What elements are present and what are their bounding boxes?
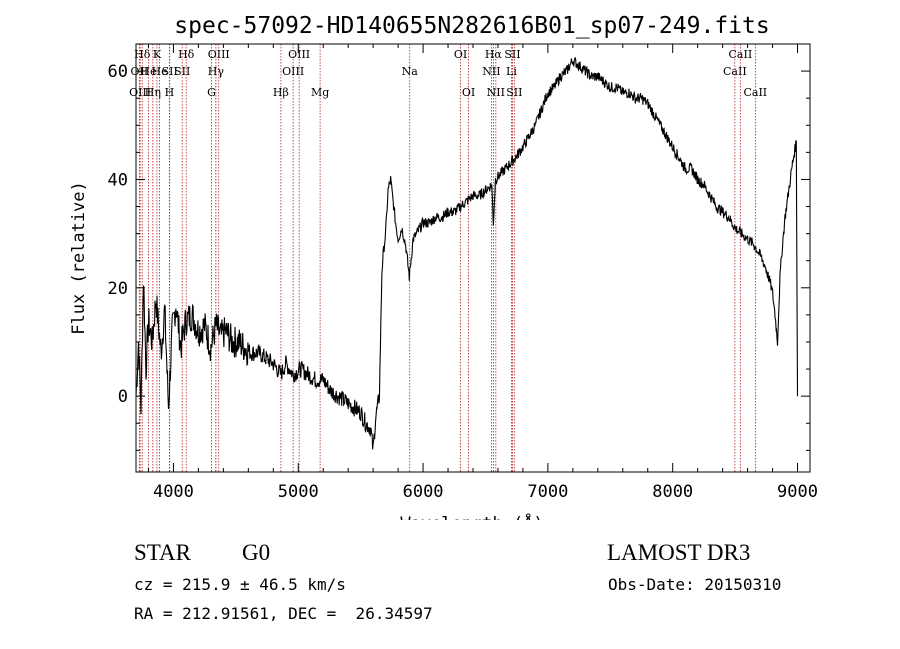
x-tick-label: 8000 — [652, 482, 693, 502]
y-tick-label: 20 — [108, 279, 128, 299]
marker-label: NII — [482, 65, 500, 78]
marker-label: H — [165, 86, 175, 99]
marker-label: Hα — [485, 48, 503, 61]
marker-label: SII — [162, 65, 178, 78]
marker-label: OI — [454, 48, 467, 61]
marker-label: He — [140, 65, 156, 78]
object-class: STAR — [134, 540, 191, 565]
marker-label: OIII — [208, 48, 230, 61]
x-tick-label: 5000 — [278, 482, 319, 502]
marker-label: OIII — [288, 48, 310, 61]
x-axis-label: Wavelength (Å) — [400, 512, 543, 520]
marker-label: NII — [487, 86, 505, 99]
marker-label: CaII — [729, 48, 753, 61]
marker-label: Na — [402, 65, 419, 78]
marker-label: Hβ — [273, 86, 289, 99]
marker-label: SII — [174, 65, 190, 78]
marker-label: G — [207, 86, 216, 99]
marker-label: OIII — [282, 65, 304, 78]
x-axis: 4000 5000 6000 7000 8000 9000 — [147, 44, 818, 502]
marker-label: Hγ — [208, 65, 225, 78]
x-tick-label: 6000 — [403, 482, 444, 502]
marker-label: SII — [506, 86, 522, 99]
y-tick-label: 40 — [108, 170, 128, 190]
marker-label: CaII — [723, 65, 747, 78]
marker-label: Hδ — [178, 48, 195, 61]
spectrum-line — [135, 56, 799, 450]
plot-frame — [135, 43, 811, 473]
y-tick-label: 60 — [108, 62, 128, 82]
object-subclass: G0 — [242, 540, 271, 565]
marker-label: He — [152, 65, 168, 78]
survey-label: LAMOST DR3 — [607, 540, 751, 565]
chart-title: spec-57092-HD140655N282616B01_sp07-249.f… — [174, 13, 769, 39]
marker-label: OIII — [129, 86, 151, 99]
marker-label: Mg — [311, 86, 329, 99]
redshift-readout: cz = 215.9 ± 46.5 km/s — [134, 575, 346, 594]
line-markers — [138, 44, 756, 472]
marker-label: SII — [504, 48, 520, 61]
obs-date: Obs-Date: 20150310 — [608, 575, 782, 594]
spectrum-chart: spec-57092-HD140655N282616B01_sp07-249.f… — [69, 13, 818, 520]
x-tick-label: 7000 — [527, 482, 568, 502]
x-tick-label: 4000 — [153, 482, 194, 502]
y-tick-label: 0 — [118, 387, 128, 407]
y-axis-label: Flux (relative) — [69, 181, 89, 335]
marker-label: CaII — [743, 86, 767, 99]
marker-label: Li — [506, 65, 517, 78]
x-tick-label: 9000 — [777, 482, 818, 502]
marker-label: OI — [462, 86, 475, 99]
y-axis: 0 20 40 60 — [108, 62, 810, 451]
marker-label: Hδ — [134, 48, 151, 61]
marker-label: K — [153, 48, 162, 61]
coordinates: RA = 212.91561, DEC = 26.34597 — [134, 604, 433, 623]
marker-label: Hη — [145, 86, 161, 99]
